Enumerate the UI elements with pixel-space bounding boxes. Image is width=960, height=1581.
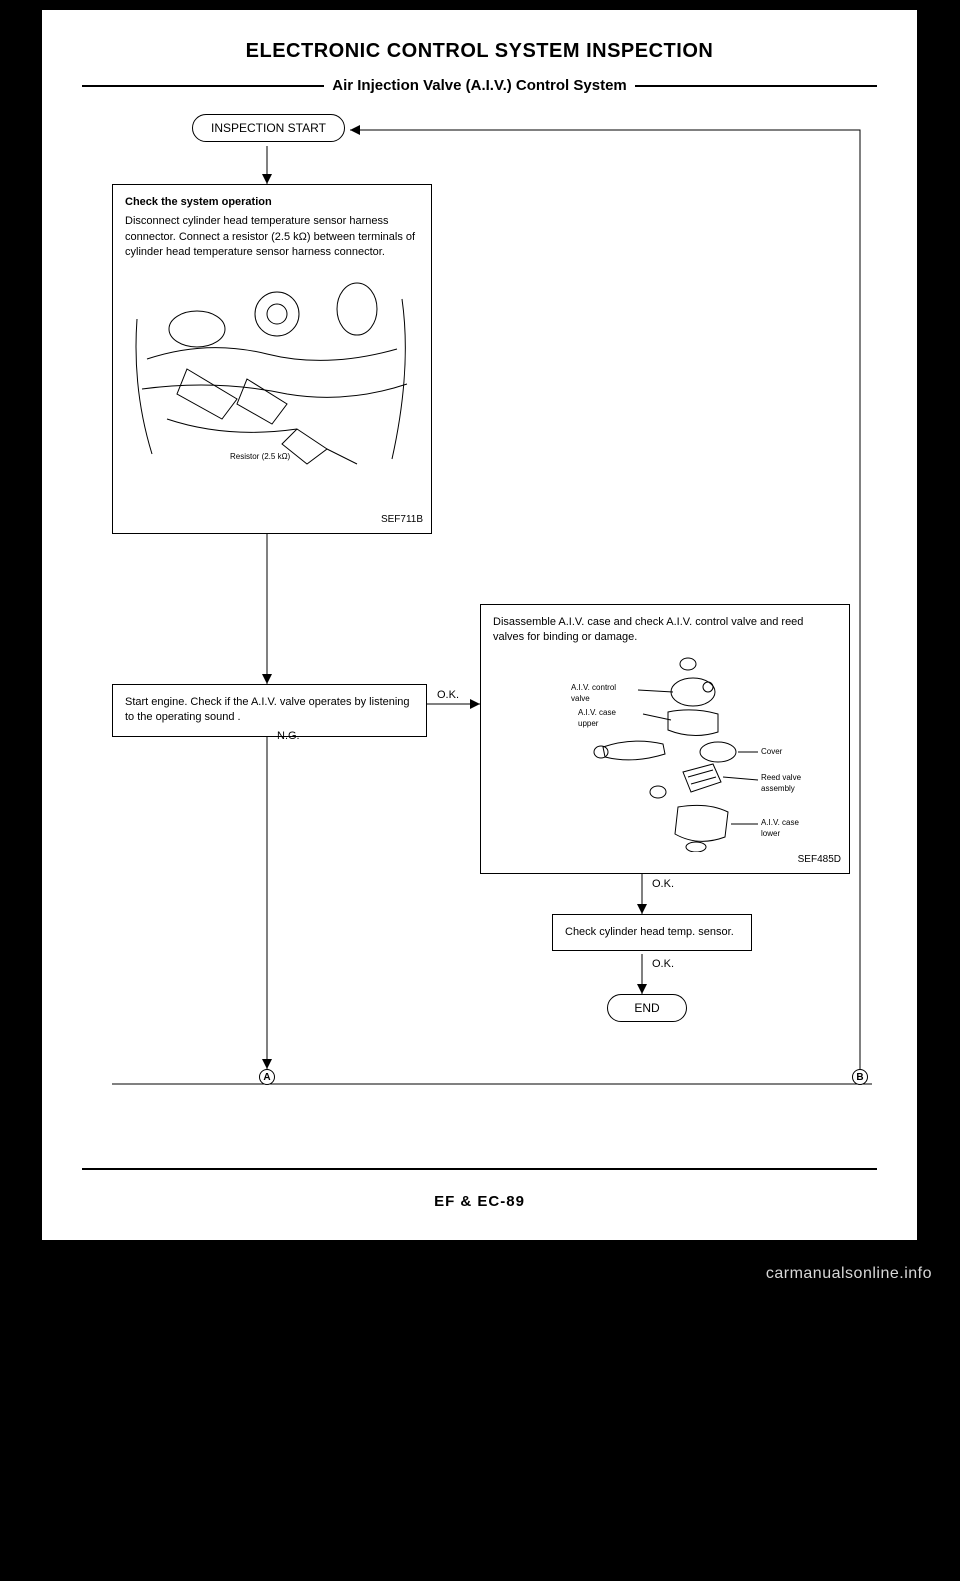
manual-page: ELECTRONIC CONTROL SYSTEM INSPECTION Air… [42, 10, 917, 1240]
box2-text: Start engine. Check if the A.I.V. valve … [125, 695, 414, 726]
rule-right [635, 85, 877, 87]
ok-label-1: O.K. [437, 689, 459, 701]
aiv-l5: A.I.V. case lower [761, 817, 816, 839]
aiv-l2: A.I.V. case upper [578, 707, 633, 729]
fig-ref-1: SEF711B [381, 513, 423, 527]
engine-sketch-svg [127, 269, 417, 469]
ok-label-3: O.K. [652, 958, 674, 970]
start-engine-box: Start engine. Check if the A.I.V. valve … [112, 684, 427, 737]
check-system-box: Check the system operation Disconnect cy… [112, 184, 432, 534]
box4-text: Check cylinder head temp. sensor. [565, 925, 739, 940]
engine-diagram: Resistor (2.5 kΩ) [125, 269, 419, 469]
subtitle-row: Air Injection Valve (A.I.V.) Control Sys… [82, 77, 877, 94]
check-sensor-box: Check cylinder head temp. sensor. [552, 914, 752, 951]
page-title: ELECTRONIC CONTROL SYSTEM INSPECTION [82, 40, 877, 63]
watermark: carmanualsonline.info [766, 1265, 932, 1283]
rule-left [82, 85, 324, 87]
box3-text: Disassemble A.I.V. case and check A.I.V.… [493, 615, 837, 646]
aiv-l1: A.I.V. control valve [571, 682, 631, 704]
subtitle: Air Injection Valve (A.I.V.) Control Sys… [324, 77, 635, 94]
node-a: A [259, 1069, 275, 1085]
ok-label-2: O.K. [652, 878, 674, 890]
resistor-label: Resistor (2.5 kΩ) [230, 451, 290, 462]
end-node: END [607, 994, 687, 1022]
page-number: EF & EC-89 [42, 1193, 917, 1210]
box1-heading: Check the system operation [125, 195, 419, 210]
ng-label: N.G. [277, 730, 300, 742]
fig-ref-2: SEF485D [798, 853, 841, 867]
aiv-l3: Cover [761, 746, 782, 757]
node-b: B [852, 1069, 868, 1085]
disassemble-box: Disassemble A.I.V. case and check A.I.V.… [480, 604, 850, 874]
aiv-l4: Reed valve assembly [761, 772, 816, 794]
bottom-rule [82, 1168, 877, 1170]
aiv-diagram: A.I.V. control valve A.I.V. case upper C… [493, 652, 837, 852]
flowchart: INSPECTION START [82, 114, 877, 1134]
box1-body: Disconnect cylinder head temperature sen… [125, 214, 419, 260]
